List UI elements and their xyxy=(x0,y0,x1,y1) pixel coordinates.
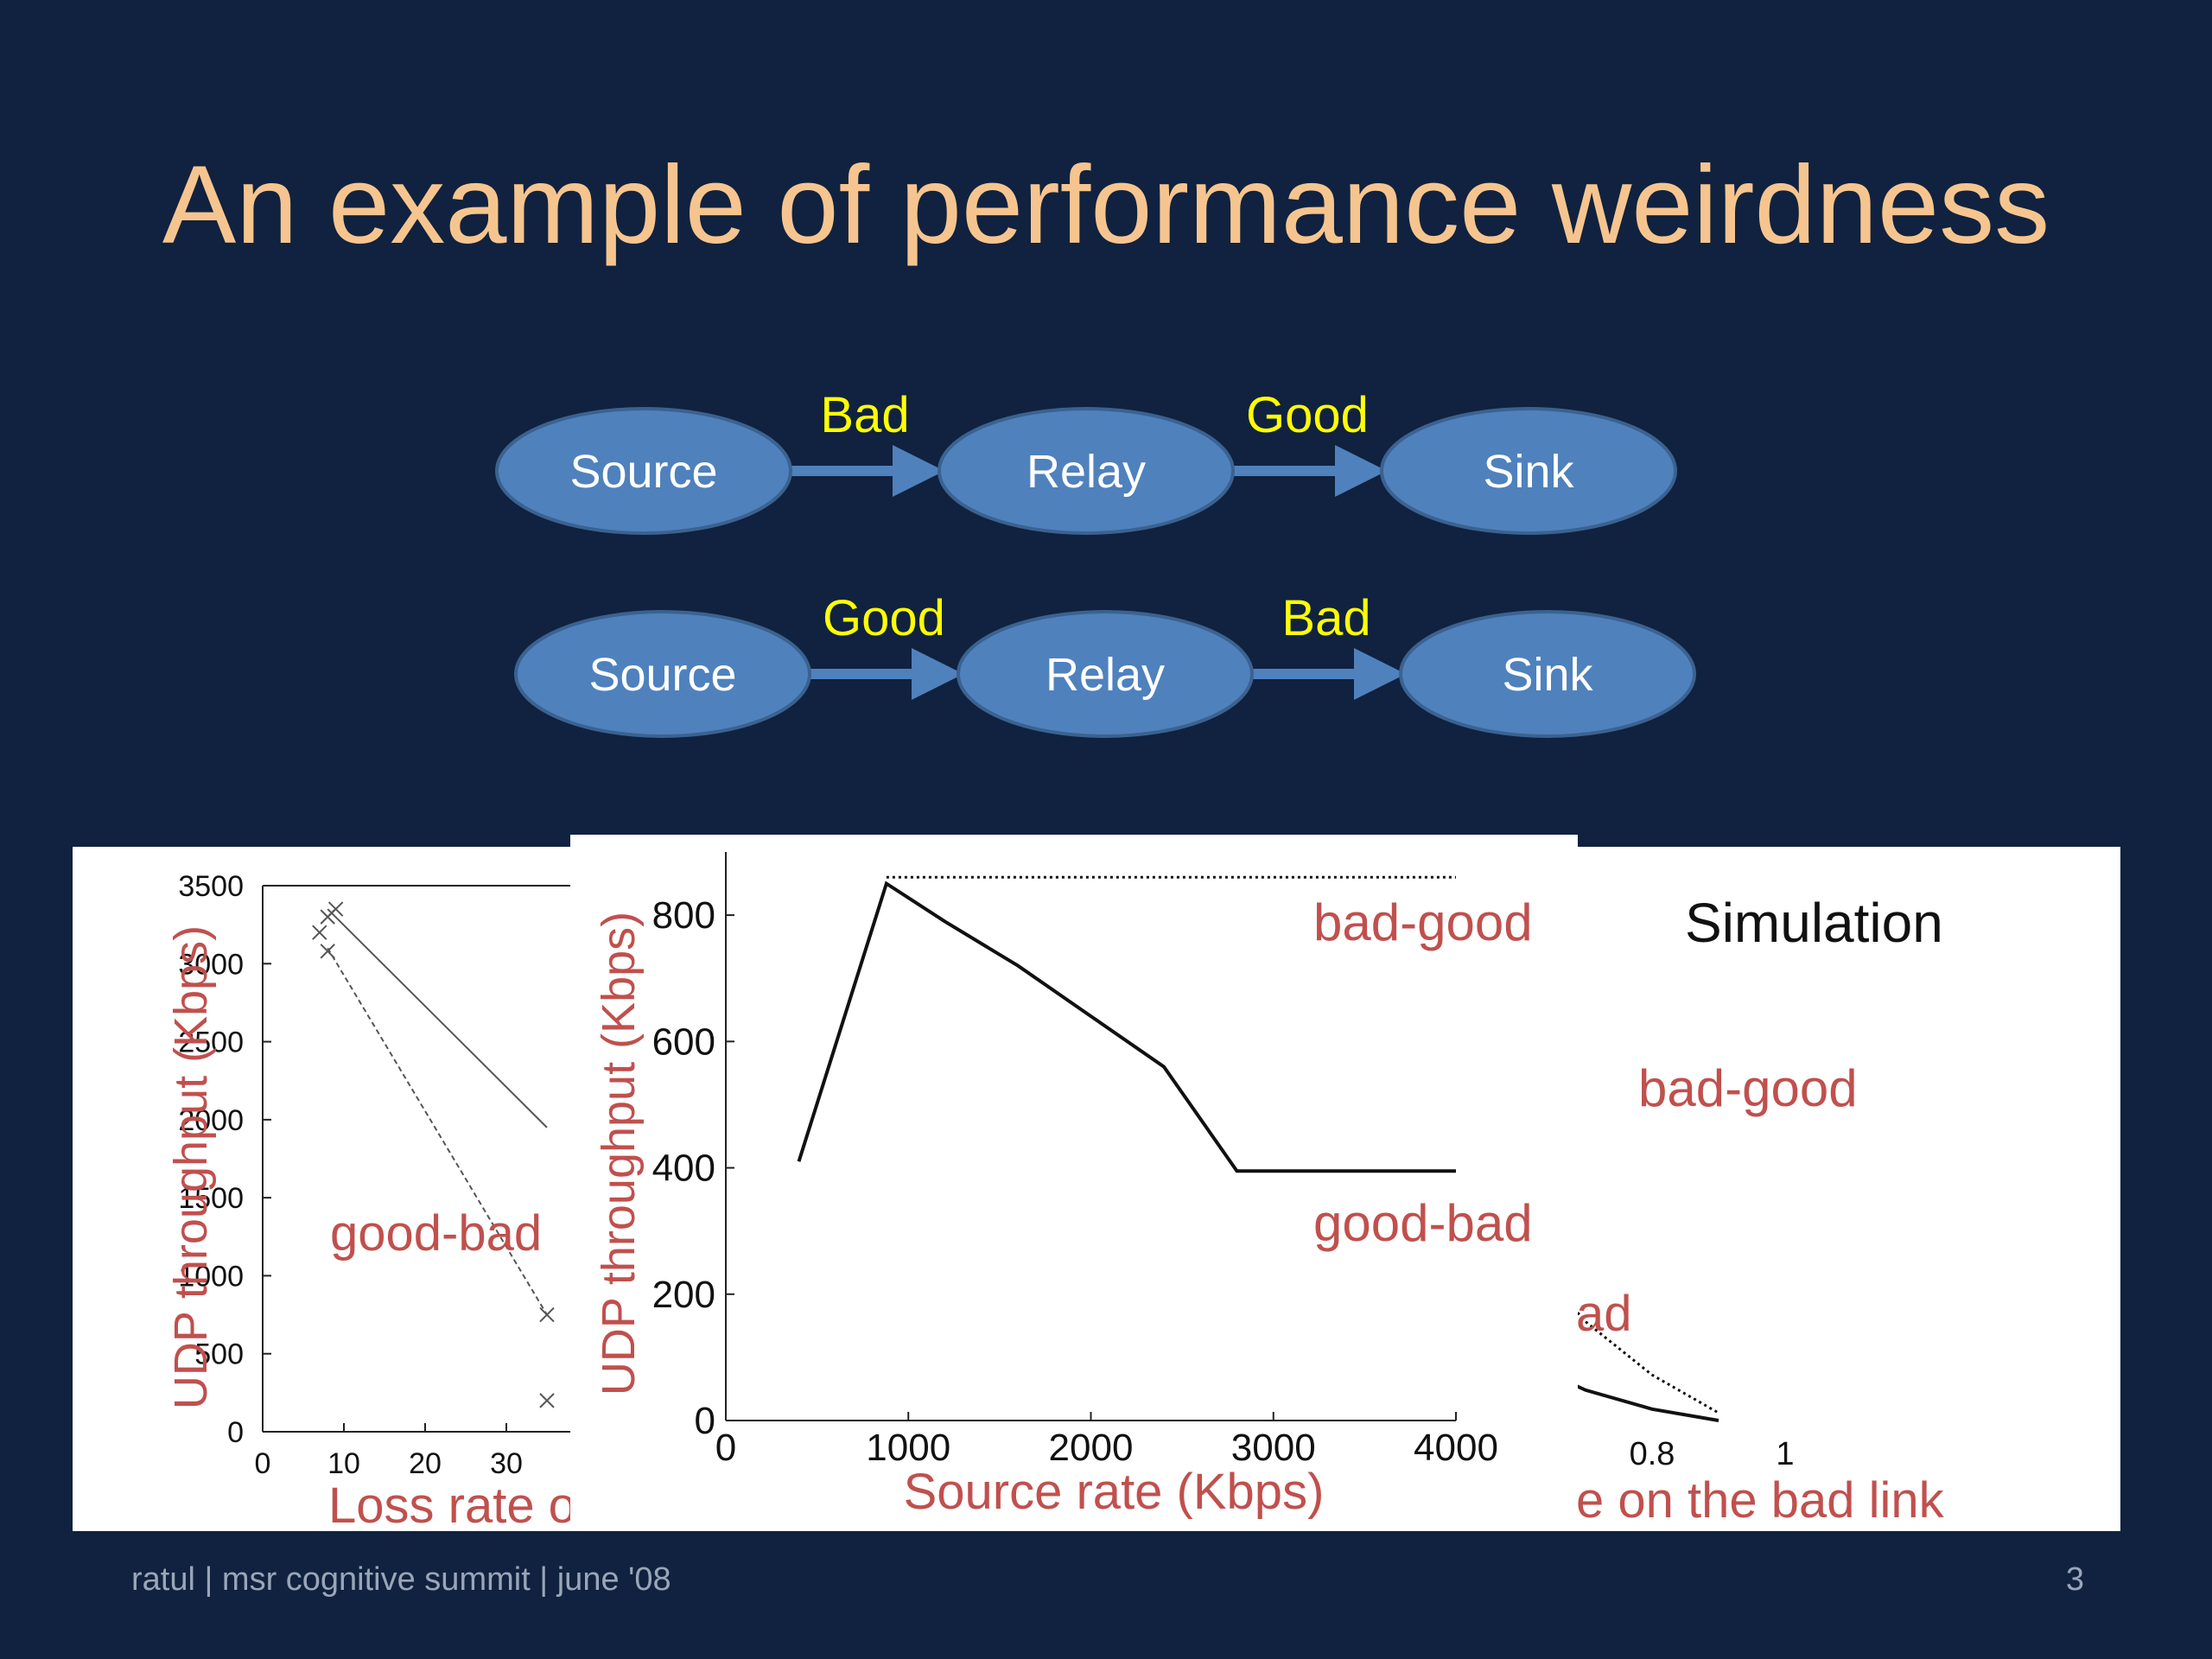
link-label: Good xyxy=(823,590,945,646)
annotation-bad-good: bad-good xyxy=(1313,893,1533,951)
node-shape xyxy=(938,407,1235,535)
x-tick-label: 1 xyxy=(1776,1436,1794,1472)
scatter-point xyxy=(327,901,344,917)
x-axis-label: e on the bad link xyxy=(1576,1472,1945,1529)
loss-rate-chart: 0 500 1000 1500 2000 2500 3000 3500 0 10 20 30 UDP t… xyxy=(165,870,574,1531)
x-tick-label: 1000 xyxy=(866,1427,950,1469)
annotation-ad: ad xyxy=(1576,1286,1632,1342)
x-axis-label: Loss rate o xyxy=(328,1478,574,1531)
source-rate-chart: 0 200 400 600 800 0 1000 2000 3000 4000 UDP throug… xyxy=(593,852,1533,1520)
node-shape xyxy=(1399,610,1696,738)
slide-title: An example of performance weirdness xyxy=(162,143,2050,267)
annotation-good-bad: good-bad xyxy=(330,1205,542,1262)
link-label: Bad xyxy=(1281,590,1370,646)
x-tick-label: 2000 xyxy=(1049,1427,1134,1469)
node-label: Relay xyxy=(1046,649,1165,701)
y-axis-label: UDP throughput (Kbps) xyxy=(593,912,645,1395)
annotation-good-bad: good-bad xyxy=(1313,1194,1533,1252)
y-tick-label: 2000 xyxy=(178,1104,244,1137)
y-tick-label: 0 xyxy=(695,1400,715,1442)
x-tick-label: 0.8 xyxy=(1630,1436,1675,1472)
y-tick-label: 600 xyxy=(652,1020,715,1063)
scatter-point xyxy=(539,1306,555,1323)
relay-flow-diagram: Bad Good Source Relay Sink Good Bad Source Relay… xyxy=(495,387,1696,738)
link-label: Bad xyxy=(820,387,909,443)
x-tick-label: 30 xyxy=(490,1447,523,1480)
x-tick-label: 0 xyxy=(255,1447,271,1480)
chart-title: Simulation xyxy=(1685,892,1943,954)
node-relay: Relay xyxy=(957,610,1254,738)
y-tick-label: 0 xyxy=(227,1416,244,1449)
node-label: Sink xyxy=(1502,649,1593,701)
node-source: Source xyxy=(495,407,792,535)
y-tick-label: 200 xyxy=(652,1274,715,1316)
scatter-point xyxy=(539,1393,555,1408)
diagram-row-1: Bad Good Source Relay Sink xyxy=(495,387,1677,535)
page-number: 3 xyxy=(2065,1561,2084,1598)
scatter-point xyxy=(320,944,335,959)
loss-rate-chart-panel: 0 500 1000 1500 2000 2500 3000 3500 0 10 20 30 UDP t… xyxy=(73,847,574,1531)
node-label: Sink xyxy=(1483,446,1574,498)
y-tick-label: 1500 xyxy=(178,1182,244,1215)
node-shape xyxy=(495,407,792,535)
x-tick-label: 10 xyxy=(327,1447,360,1480)
node-shape xyxy=(1380,407,1677,535)
node-label: Source xyxy=(569,446,717,498)
node-shape xyxy=(957,610,1254,738)
node-sink: Sink xyxy=(1380,407,1677,535)
y-tick-label: 400 xyxy=(652,1147,715,1190)
node-shape xyxy=(514,610,811,738)
series-line-2 xyxy=(797,880,1456,1173)
diagram-row-2: Good Bad Source Relay Sink xyxy=(514,590,1696,738)
source-rate-chart-panel: 0 200 400 600 800 0 1000 2000 3000 4000 UDP throug… xyxy=(570,835,1578,1531)
x-tick-label: 3000 xyxy=(1231,1427,1316,1469)
y-tick-label: 2500 xyxy=(178,1027,244,1059)
series-line-2 xyxy=(327,947,548,1316)
scatter-point xyxy=(312,925,327,940)
y-axis-label: UDP throughput (Kbps) xyxy=(165,925,217,1409)
footer-text: ratul | msr cognitive summit | june '08 xyxy=(131,1561,671,1598)
x-axis-label: Source rate (Kbps) xyxy=(904,1464,1325,1520)
y-tick-label: 800 xyxy=(652,894,715,937)
node-label: Relay xyxy=(1027,446,1146,498)
x-tick-label: 0 xyxy=(715,1427,736,1469)
link-label: Good xyxy=(1246,387,1369,443)
x-tick-label: 4000 xyxy=(1414,1427,1498,1469)
x-tick-label: 20 xyxy=(409,1447,442,1480)
node-relay: Relay xyxy=(938,407,1235,535)
series-line-1 xyxy=(327,908,548,1128)
y-tick-label: 500 xyxy=(194,1338,244,1371)
node-label: Source xyxy=(588,649,736,701)
y-tick-label: 3000 xyxy=(178,948,244,981)
y-tick-label: 3500 xyxy=(178,870,244,903)
annotation-bad-good: bad-good xyxy=(1638,1059,1858,1117)
node-sink: Sink xyxy=(1399,610,1696,738)
node-source: Source xyxy=(514,610,811,738)
y-tick-label: 1000 xyxy=(178,1260,244,1293)
